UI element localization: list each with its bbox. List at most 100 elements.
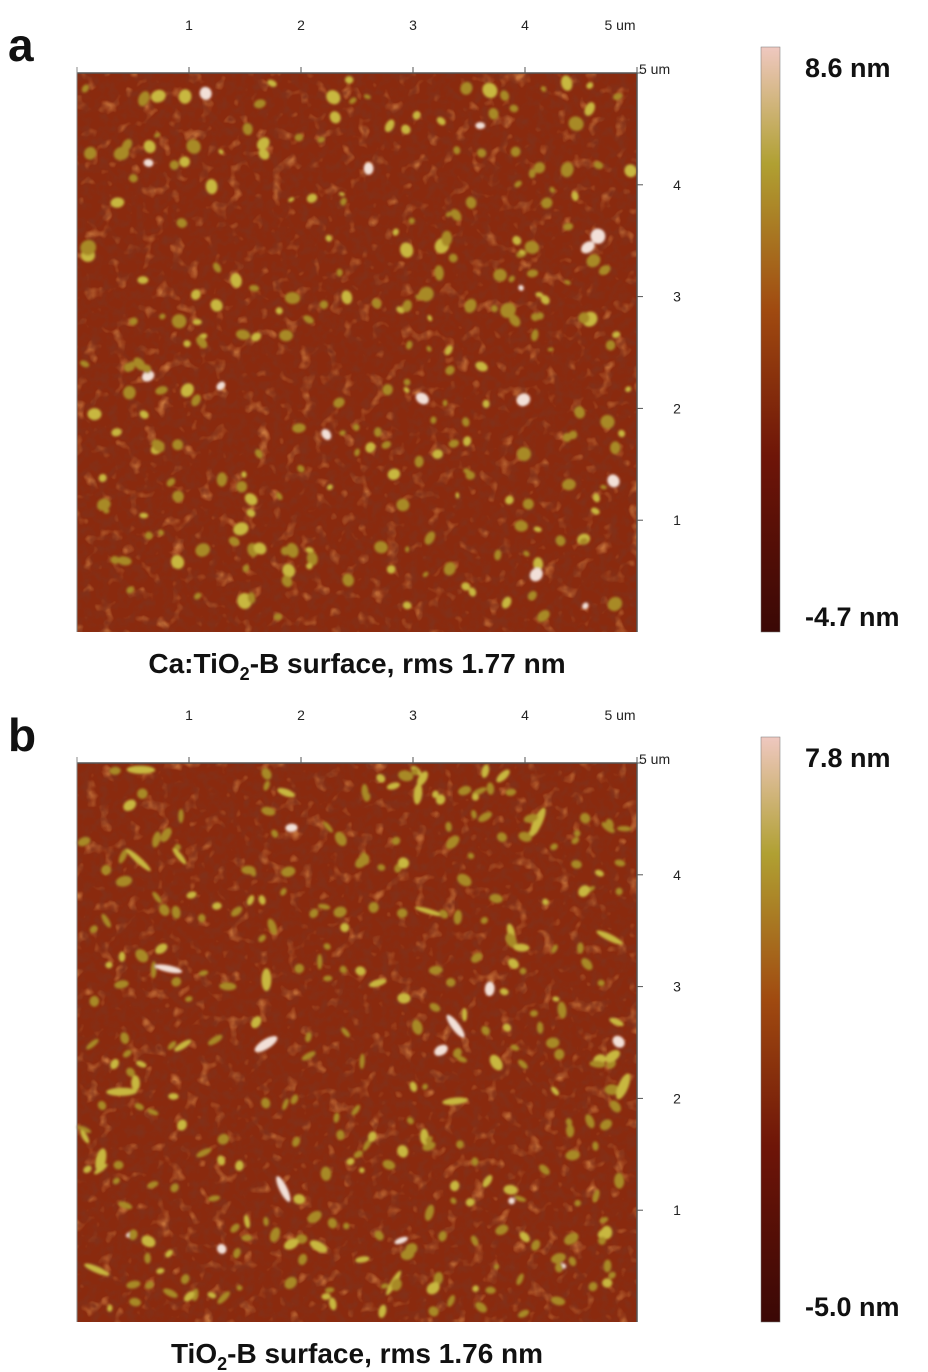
grain: [516, 393, 531, 407]
grain: [253, 542, 267, 555]
grain: [579, 537, 588, 545]
afm-image: [76, 763, 637, 1322]
grain: [374, 541, 388, 554]
grain: [107, 1304, 113, 1312]
grain: [445, 835, 460, 850]
grain: [550, 1086, 560, 1096]
grain: [241, 1234, 253, 1242]
grain: [386, 782, 400, 790]
grain: [269, 1227, 281, 1243]
grain: [550, 843, 558, 851]
grains: [76, 764, 632, 1318]
grain: [470, 1235, 479, 1246]
grain: [584, 102, 595, 116]
grain: [326, 484, 333, 490]
grain: [297, 465, 305, 473]
grain: [77, 836, 91, 847]
grain: [216, 472, 228, 487]
grain: [208, 1195, 221, 1202]
grain: [612, 1035, 625, 1048]
grain: [135, 1060, 147, 1068]
grain: [523, 550, 530, 557]
grain: [445, 365, 455, 375]
grain: [95, 1148, 107, 1172]
grain: [178, 809, 184, 823]
grain: [397, 1145, 409, 1158]
grain: [166, 478, 176, 487]
grain: [319, 300, 329, 309]
grain: [612, 93, 623, 101]
grain: [246, 895, 255, 906]
grain: [597, 979, 605, 987]
grain: [568, 116, 584, 131]
grain: [172, 439, 184, 451]
grain: [172, 847, 187, 865]
grain: [490, 305, 498, 313]
grain: [118, 951, 126, 962]
grain: [533, 162, 546, 174]
grain: [110, 1058, 119, 1070]
grain: [242, 122, 253, 136]
grain: [155, 386, 168, 395]
grain: [333, 1112, 340, 1123]
right-tick-label: 3: [673, 979, 681, 995]
grain: [109, 766, 121, 775]
grain: [323, 821, 333, 833]
grain: [141, 370, 155, 382]
grain: [317, 903, 331, 910]
grain: [500, 90, 510, 102]
grain: [306, 563, 313, 570]
grain: [122, 1049, 132, 1058]
grain: [531, 1239, 541, 1251]
grain: [450, 1180, 460, 1192]
grain: [453, 146, 461, 155]
right-tick-label: 5 um: [639, 751, 670, 767]
grain: [169, 160, 179, 170]
grain: [156, 1268, 165, 1274]
grain: [325, 1287, 335, 1293]
grain: [413, 783, 423, 805]
grain: [110, 197, 125, 208]
grain: [103, 508, 110, 514]
grain: [267, 79, 277, 87]
grain: [258, 148, 270, 160]
caption: TiO2-B surface, rms 1.76 nm: [171, 1338, 543, 1372]
grain: [509, 104, 519, 113]
grain: [290, 1094, 299, 1105]
grain: [571, 860, 582, 869]
grain: [464, 298, 477, 313]
grain: [341, 1027, 350, 1038]
grain: [517, 447, 531, 461]
grain: [306, 551, 318, 566]
grain: [519, 967, 527, 975]
grain: [415, 294, 422, 301]
grain: [387, 468, 401, 480]
grain: [614, 859, 626, 867]
grain: [380, 1283, 389, 1289]
grain: [129, 317, 138, 326]
grain: [279, 329, 293, 342]
grain: [97, 1100, 107, 1111]
grain: [519, 1231, 530, 1243]
grain: [154, 964, 183, 974]
grain: [306, 193, 318, 203]
grain: [397, 908, 408, 919]
grain: [80, 1129, 90, 1144]
grain: [144, 1252, 151, 1264]
grain: [496, 832, 508, 843]
grain: [382, 1159, 396, 1170]
grain: [147, 1108, 159, 1116]
grain: [183, 1291, 195, 1302]
grain: [280, 888, 287, 896]
grain: [607, 596, 623, 612]
grain: [481, 764, 490, 778]
grain: [445, 211, 453, 218]
grain: [126, 765, 156, 774]
grain: [574, 1200, 581, 1207]
grain: [581, 241, 595, 254]
grain: [465, 1198, 475, 1207]
grain: [301, 1051, 316, 1061]
grain: [247, 592, 256, 604]
grain: [143, 140, 156, 154]
grain: [152, 831, 161, 848]
